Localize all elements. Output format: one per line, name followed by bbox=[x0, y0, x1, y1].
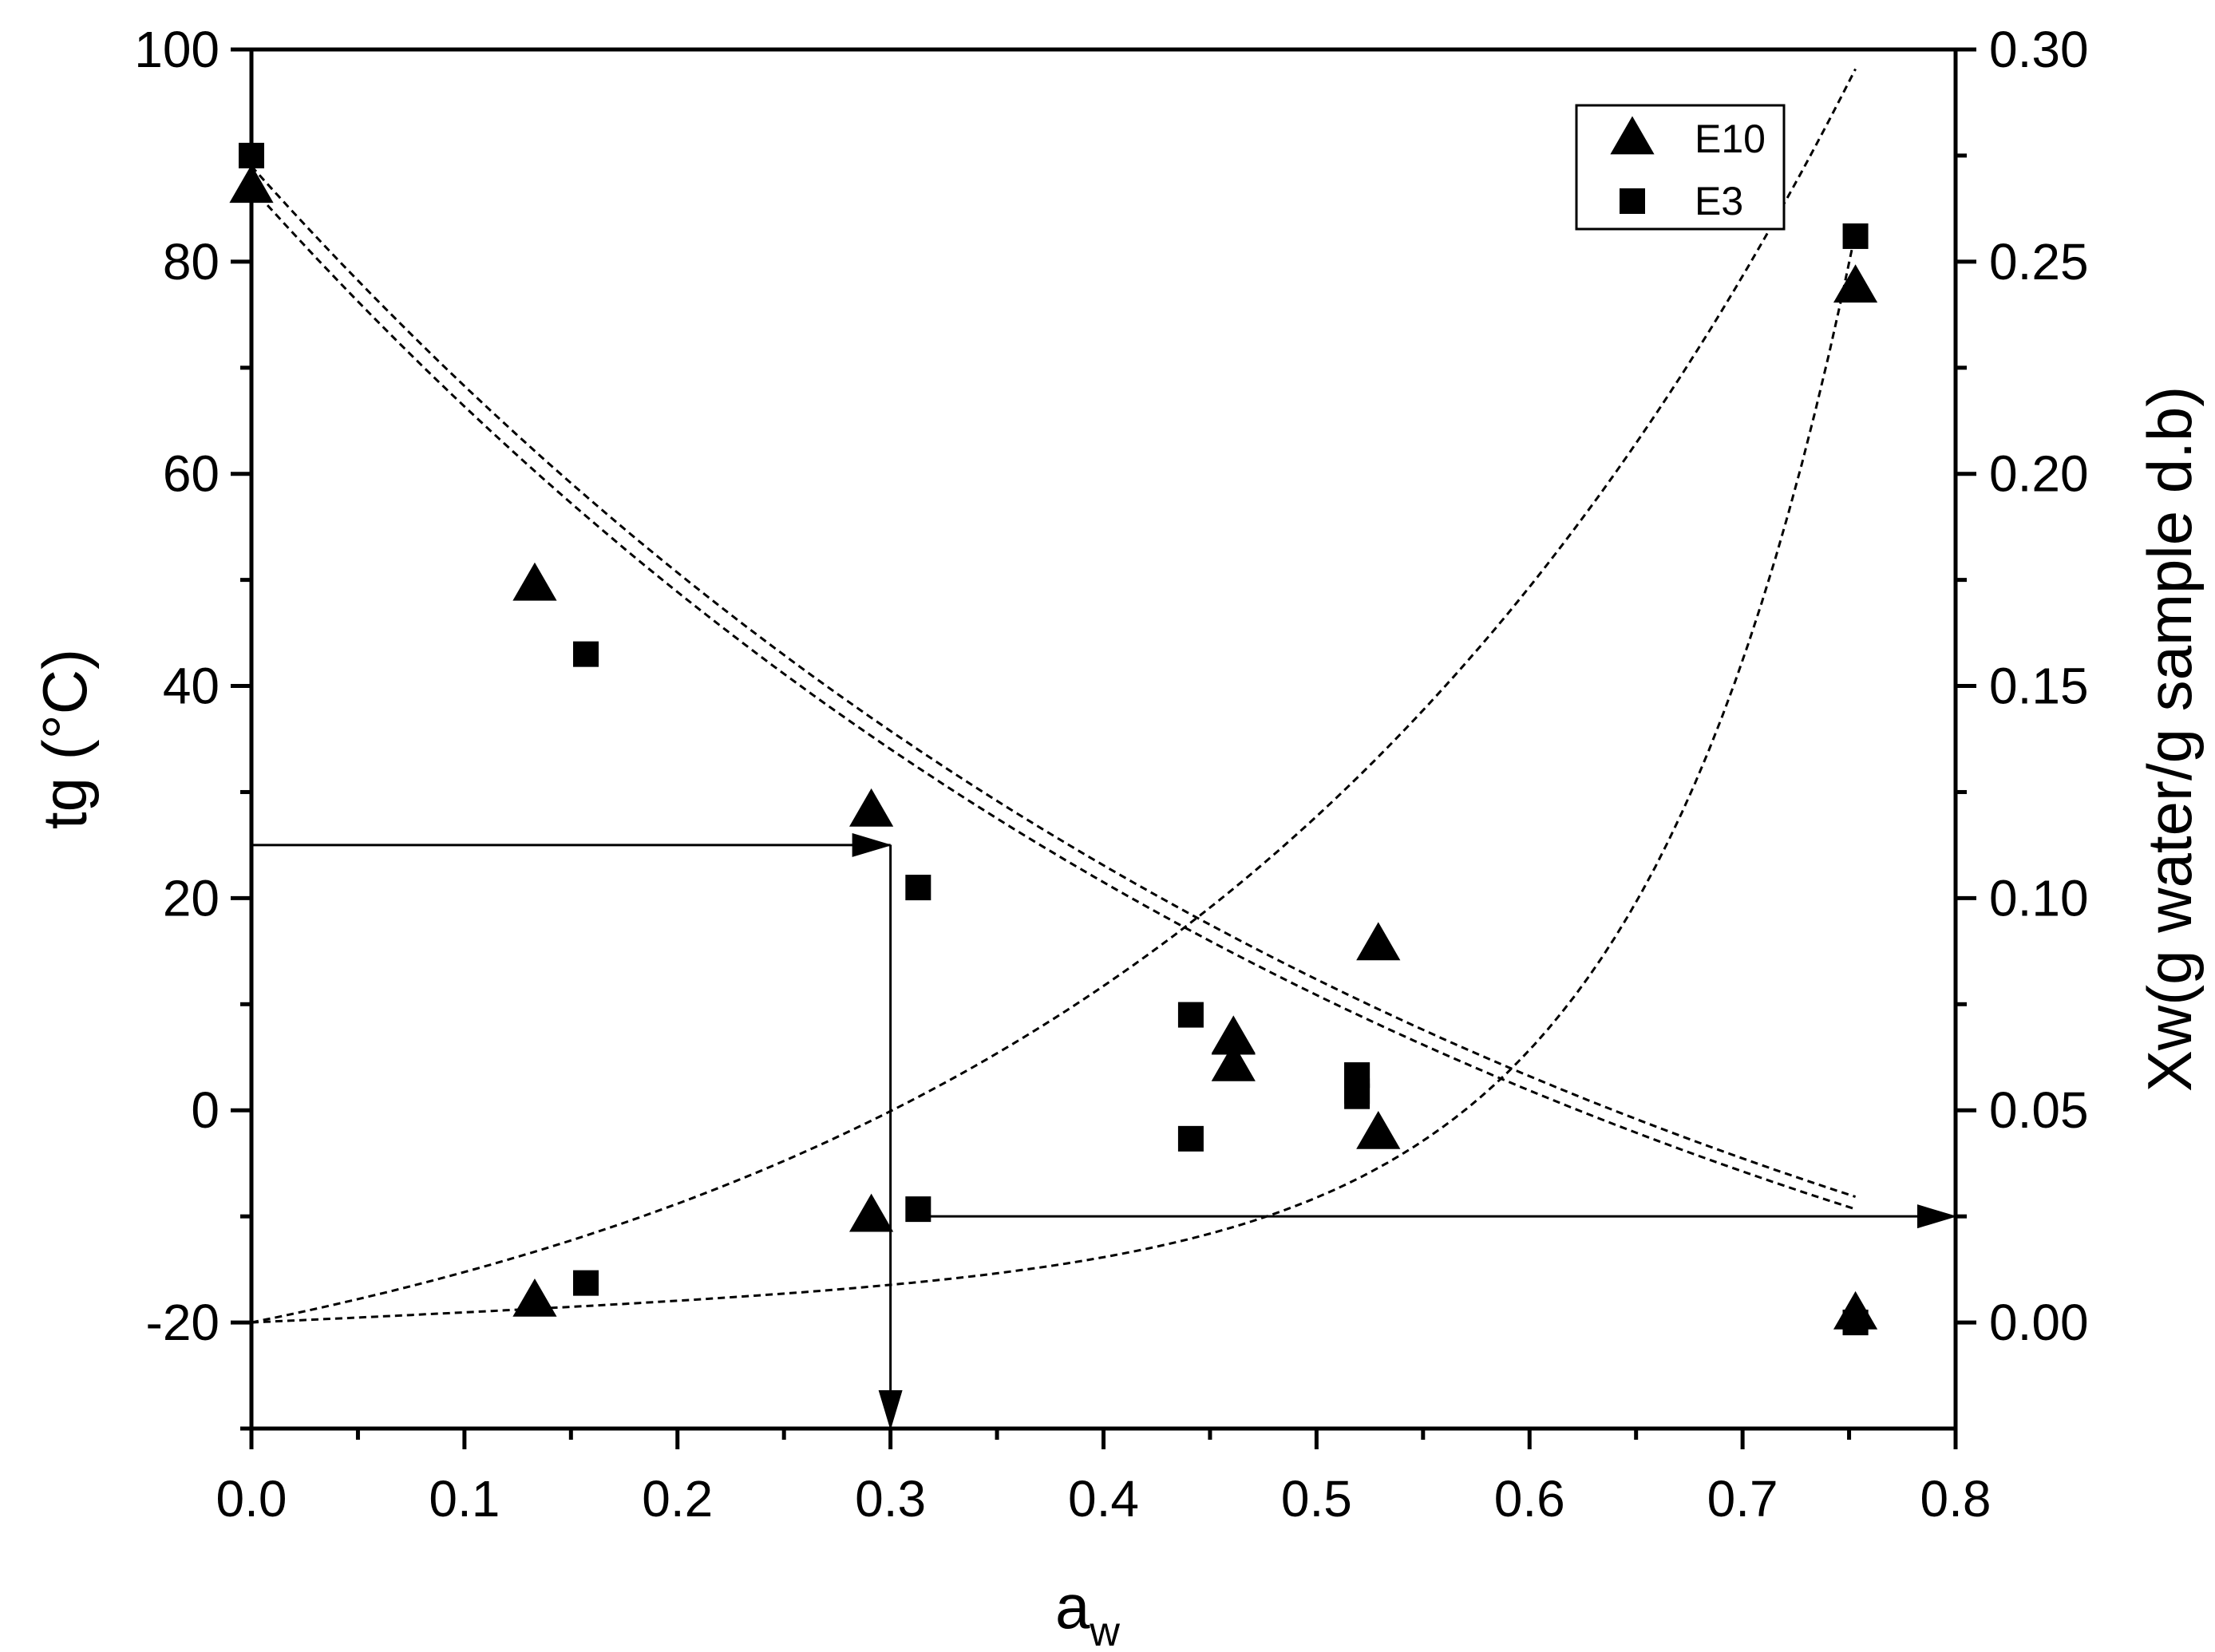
legend-marker-e10 bbox=[1610, 116, 1655, 155]
xw-point-e3 bbox=[1177, 1125, 1204, 1152]
tg-point-e10 bbox=[1356, 1110, 1401, 1149]
tg-fit-curve-e3 bbox=[250, 165, 1857, 1199]
legend-label-e10: E10 bbox=[1695, 117, 1766, 161]
tg-point-e3 bbox=[239, 142, 264, 168]
y-left-tick-label: 80 bbox=[163, 233, 220, 290]
axis-ticks: 0.0 0.1 0.2 0.3 0.4 0.5 0.6 0.7 0.8 -20 0 20 40 60 80 1… bbox=[134, 21, 2088, 1528]
xw-point-e3 bbox=[1842, 223, 1869, 249]
y-left-axis-title: tg (°C) bbox=[30, 649, 100, 829]
y-left-tick-label: -20 bbox=[146, 1294, 220, 1351]
y-right-tick-label: 0.05 bbox=[1989, 1081, 2089, 1139]
x-axis-title-subscript: w bbox=[1089, 1609, 1120, 1652]
x-tick-label: 0.1 bbox=[429, 1470, 500, 1528]
xw-point-e10 bbox=[849, 1193, 894, 1232]
y-left-tick-label: 40 bbox=[163, 658, 220, 715]
y-right-tick-label: 0.00 bbox=[1989, 1294, 2089, 1351]
plot-border bbox=[249, 47, 1958, 1431]
x-tick-label: 0.0 bbox=[216, 1470, 287, 1528]
plot-frame bbox=[249, 47, 1958, 1431]
x-tick-label: 0.3 bbox=[855, 1470, 926, 1528]
y-left-tick-label: 0 bbox=[191, 1081, 220, 1139]
data-points bbox=[229, 142, 1878, 1336]
tg-point-e3 bbox=[572, 641, 599, 667]
x-tick-label: 0.7 bbox=[1707, 1470, 1778, 1528]
tg-point-e3 bbox=[905, 875, 931, 901]
xw-point-e3 bbox=[1344, 1083, 1371, 1109]
reading-arrows bbox=[251, 832, 1957, 1430]
xw-point-e10 bbox=[1833, 264, 1878, 303]
tg-point-e10 bbox=[512, 562, 557, 601]
y-left-tick-label: 20 bbox=[163, 869, 220, 927]
xw-fit-curve-e3 bbox=[251, 231, 1857, 1324]
xw-point-e10 bbox=[1211, 1042, 1256, 1081]
legend-marker-e3 bbox=[1620, 188, 1645, 214]
x-tick-label: 0.5 bbox=[1281, 1470, 1352, 1528]
x-tick-label: 0.2 bbox=[642, 1470, 713, 1528]
xw-point-e3 bbox=[572, 1270, 599, 1296]
xw-point-e10 bbox=[1211, 1015, 1256, 1054]
fit-curves bbox=[250, 68, 1857, 1324]
x-tick-label: 0.4 bbox=[1068, 1470, 1139, 1528]
tg-point-e10 bbox=[229, 164, 274, 204]
xw-point-e10 bbox=[1356, 922, 1401, 961]
y-right-tick-label: 0.10 bbox=[1989, 869, 2089, 927]
y-right-tick-label: 0.15 bbox=[1989, 658, 2089, 715]
xw-point-e10 bbox=[512, 1278, 557, 1317]
legend-label-e3: E3 bbox=[1695, 179, 1743, 223]
tg-point-e10 bbox=[849, 788, 894, 827]
legend-box bbox=[1575, 104, 1786, 231]
y-right-tick-label: 0.30 bbox=[1989, 21, 2089, 78]
y-right-tick-label: 0.25 bbox=[1989, 233, 2089, 290]
y-left-tick-label: 100 bbox=[134, 21, 220, 78]
axis-titles: aw tg (°C) Xw(g water/g sample d.b) bbox=[30, 386, 2205, 1652]
y-right-tick-label: 0.20 bbox=[1989, 445, 2089, 503]
tg-fit-curve-e10 bbox=[250, 186, 1857, 1211]
y-left-tick-label: 60 bbox=[163, 445, 220, 503]
x-tick-label: 0.6 bbox=[1494, 1470, 1565, 1528]
tg-point-e3 bbox=[1177, 1002, 1204, 1028]
x-axis-title: aw bbox=[1055, 1571, 1120, 1652]
y-right-axis-title: Xw(g water/g sample d.b) bbox=[2134, 386, 2205, 1092]
xw-point-e3 bbox=[905, 1196, 931, 1223]
x-tick-label: 0.8 bbox=[1920, 1470, 1992, 1528]
xw-fit-curve-e10 bbox=[251, 68, 1857, 1324]
xw-point-e3 bbox=[1842, 1310, 1869, 1336]
